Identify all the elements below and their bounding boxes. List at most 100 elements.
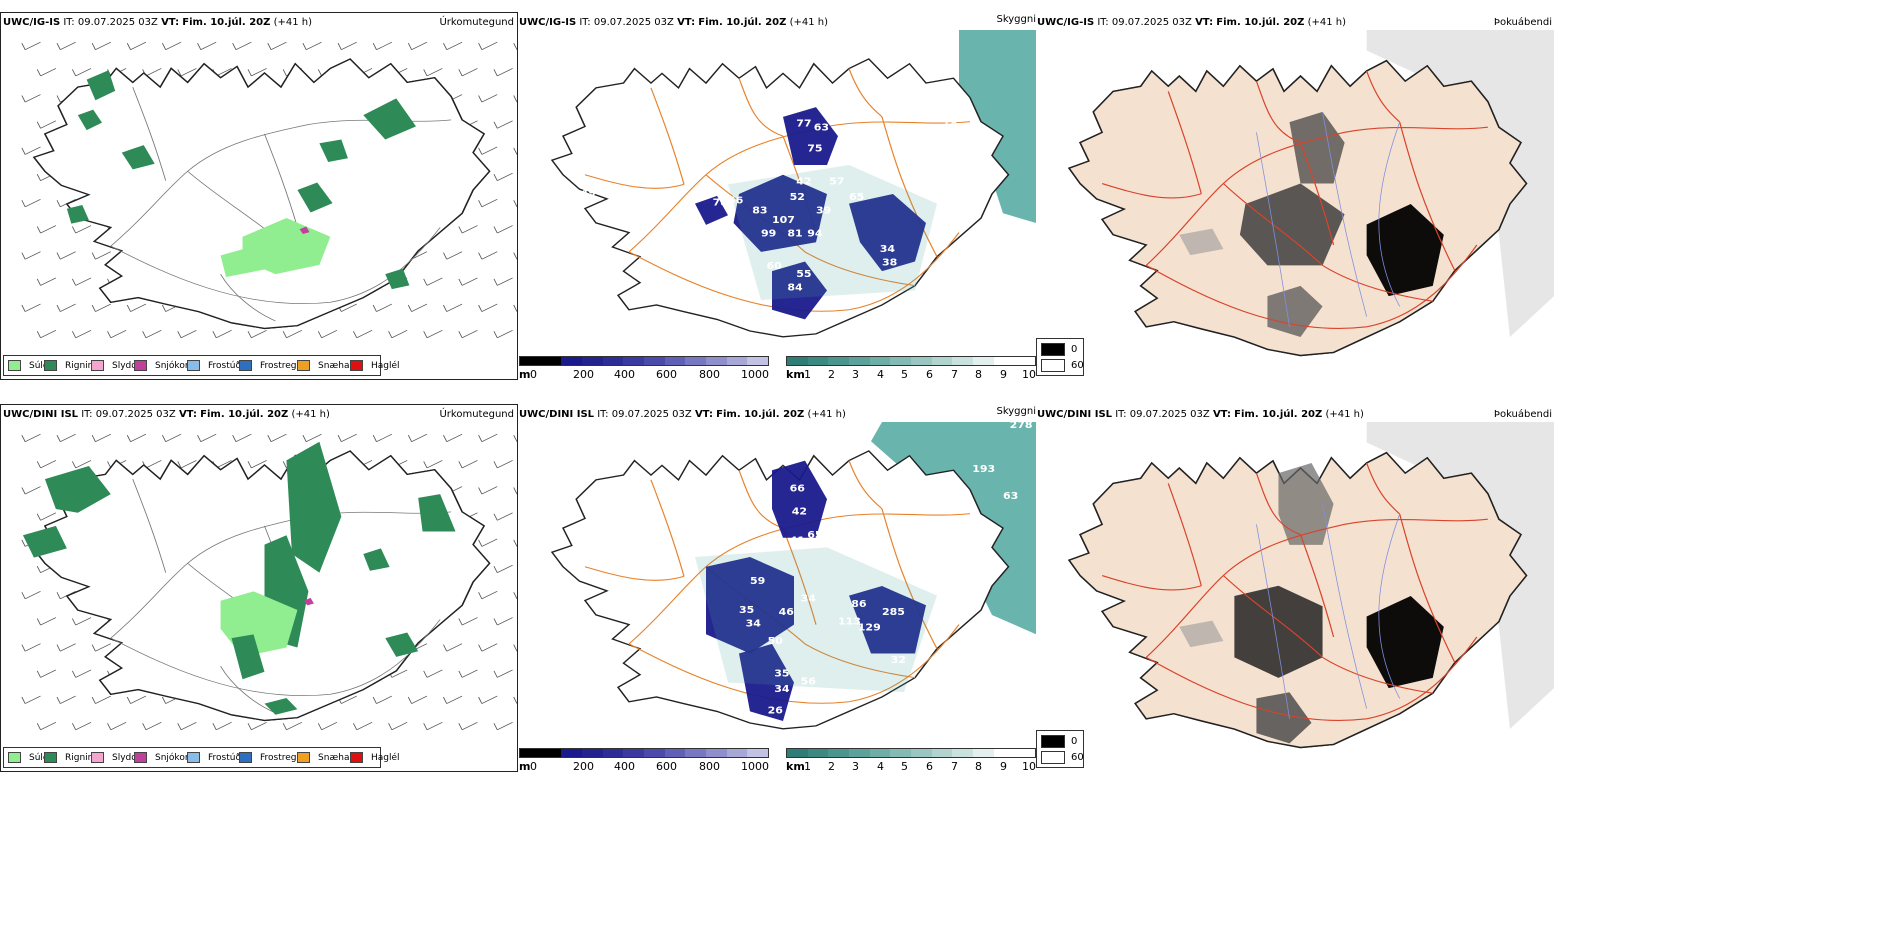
legend-item: Slydda: [91, 360, 142, 371]
legend-swatch: [8, 752, 21, 763]
legend-swatch: [134, 360, 147, 371]
ceiling-value-label: 75: [807, 143, 822, 154]
legend-item: Súld: [8, 752, 49, 763]
colorbar-cell: [952, 749, 974, 757]
product-label: Skyggni: [996, 14, 1036, 25]
ceiling-value-label: 78: [713, 197, 728, 208]
colorbar-cell: [787, 749, 808, 757]
colorbar-cell: [623, 749, 645, 757]
legend-item: Haglél: [350, 752, 400, 763]
ceiling-value-label: 34: [774, 684, 789, 695]
colorbar-cell: [869, 749, 891, 757]
ceiling-value-label: 285: [882, 607, 905, 618]
ceiling-value-label: 65: [849, 191, 864, 202]
fog-legend-item: 60: [1041, 359, 1084, 372]
panel-title: UWC/IG-IS IT: 09.07.2025 03Z VT: Fim. 10…: [3, 17, 312, 28]
colorbar-cell: [685, 357, 707, 365]
ceiling-value-label: 40: [911, 531, 926, 542]
model-name: UWC/DINI ISL: [519, 409, 595, 420]
legend-item: Frostúði: [187, 752, 243, 763]
vis-map-wrap: 278 193 63 42 66 65 41 59 35 34 46 34 50 86 113 129 285 3…: [519, 419, 1036, 754]
colorbar-cell: [664, 749, 686, 757]
colorbar-cell: [685, 749, 707, 757]
legend-item: Snjókoma: [134, 360, 199, 371]
ceiling-colorbar-strip: [519, 748, 769, 758]
visibility-unit: km: [786, 368, 805, 381]
colorbar-cell: [911, 357, 932, 365]
precip-type-panel: UWC/IG-IS IT: 09.07.2025 03Z VT: Fim. 10…: [0, 12, 548, 380]
visibility-tick: 8: [975, 760, 982, 773]
visibility-tick: 4: [877, 368, 884, 381]
init-time: 09.07.2025 03Z: [593, 17, 674, 28]
fog-legend-item: 0: [1041, 735, 1077, 748]
ceiling-value-label: 42: [796, 176, 811, 187]
legend-label: Frostúði: [208, 360, 244, 371]
init-time-label: IT:: [1115, 409, 1127, 420]
fog-legend-label: 60: [1071, 752, 1084, 763]
legend-swatch: [297, 752, 310, 763]
colorbar-cell: [787, 357, 808, 365]
legend-label: Snjókoma: [155, 360, 200, 371]
ceiling-value-label: 39: [816, 205, 831, 216]
init-time: 09.07.2025 03Z: [95, 409, 176, 420]
panel-title: UWC/DINI ISL IT: 09.07.2025 03Z VT: Fim.…: [1037, 409, 1364, 420]
product-label: Úrkomutegund: [439, 409, 514, 420]
fog-index-legend: 0 60: [1036, 730, 1084, 768]
lead-time: (+41 h): [789, 17, 828, 28]
legend-label: Snjókoma: [155, 752, 200, 763]
visibility-panel: UWC/DINI ISL IT: 09.07.2025 03Z VT: Fim.…: [519, 404, 1036, 773]
ceiling-tick: 400: [614, 760, 635, 773]
legend-item: Rigning: [44, 752, 99, 763]
visibility-tick: 7: [951, 368, 958, 381]
model-name: UWC/IG-IS: [1037, 17, 1095, 28]
ceiling-colorbar: m 0 200 400 600 800 1000: [519, 748, 769, 773]
legend-swatch: [187, 752, 200, 763]
ceiling-value-label: 66: [790, 483, 805, 494]
ceiling-tick: 200: [573, 368, 594, 381]
product-name: Skyggni: [996, 14, 1036, 25]
ceiling-value-label: 57: [829, 176, 844, 187]
legend-swatch: [350, 360, 363, 371]
legend-swatch: [239, 752, 252, 763]
colorbar-cell: [993, 749, 1015, 757]
fog-legend-item: 60: [1041, 751, 1084, 764]
colorbar-cell: [726, 749, 748, 757]
legend-label: Slydda: [112, 752, 143, 763]
colorbar-cell: [747, 749, 769, 757]
init-time: 09.07.2025 03Z: [77, 17, 158, 28]
colorbar-cell: [931, 357, 953, 365]
valid-time-label: VT:: [677, 17, 696, 28]
fog-index-panel: UWC/DINI ISL IT: 09.07.2025 03Z VT: Fim.…: [1036, 404, 1554, 770]
colorbar-cell: [952, 357, 974, 365]
fog-legend-label: 60: [1071, 360, 1084, 371]
ceiling-value-label: 59: [750, 576, 765, 587]
fog-legend-swatch: [1041, 751, 1065, 764]
product-name: Þokuábendi: [1494, 409, 1552, 420]
legend-item: Snjókoma: [134, 752, 199, 763]
ceiling-tick: 1000: [741, 368, 769, 381]
fog-map-wrap: [1036, 422, 1554, 774]
legend-swatch: [8, 360, 21, 371]
ceiling-tick: 800: [699, 760, 720, 773]
ceiling-unit: m: [519, 760, 531, 773]
valid-time: Fim. 10.júl. 20Z: [1216, 17, 1305, 28]
fog-index-map: [1036, 30, 1554, 378]
panel-title: UWC/IG-IS IT: 09.07.2025 03Z VT: Fim. 10…: [1037, 17, 1346, 28]
valid-time: Fim. 10.júl. 20Z: [1234, 409, 1323, 420]
valid-time-label: VT:: [178, 409, 197, 420]
ceiling-value-label: 34: [880, 243, 895, 254]
legend-item: Snæhagl: [297, 752, 358, 763]
ceiling-tick: 0: [530, 368, 537, 381]
legend-label: Snæhagl: [318, 752, 358, 763]
colorbar-cell: [561, 357, 583, 365]
colorbar-cell: [582, 357, 603, 365]
lead-time: (+41 h): [1325, 409, 1364, 420]
visibility-unit: km: [786, 760, 805, 773]
fog-map-wrap: [1036, 30, 1554, 382]
colorbar-cell: [623, 357, 645, 365]
product-name: Úrkomutegund: [439, 409, 514, 420]
colorbar-cell: [849, 357, 870, 365]
lead-time: (+41 h): [1307, 17, 1346, 28]
colorbar-cell: [807, 357, 829, 365]
